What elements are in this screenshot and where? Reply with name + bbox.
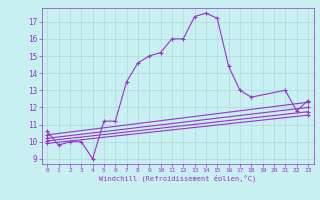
X-axis label: Windchill (Refroidissement éolien,°C): Windchill (Refroidissement éolien,°C) [99, 175, 256, 182]
